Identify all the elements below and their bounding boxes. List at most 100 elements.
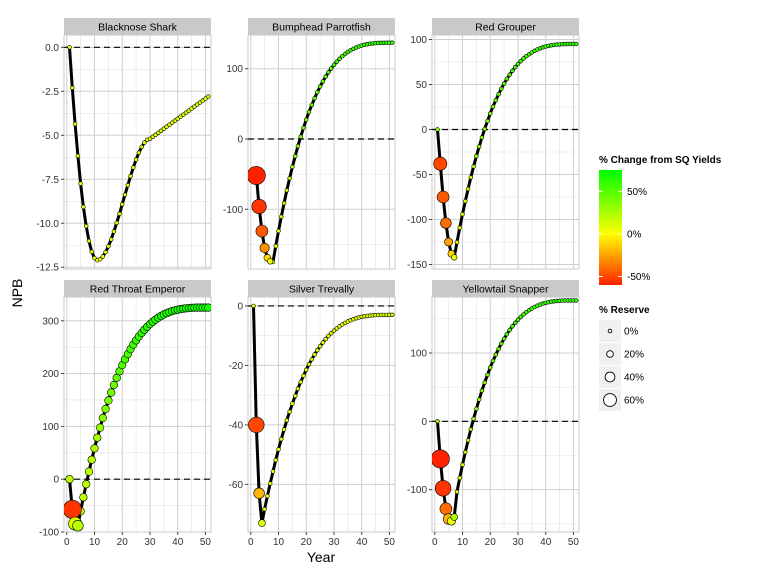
data-point bbox=[507, 327, 512, 333]
panel-red-throat-emperor: Red Throat Emperor 300 200 100 0 -100 0 10 20 30 4… bbox=[39, 280, 212, 548]
data-point bbox=[100, 254, 106, 259]
x-tick-label: 10 bbox=[273, 537, 285, 548]
data-point bbox=[329, 66, 334, 71]
panel-strip bbox=[64, 280, 211, 297]
size-legend-label: 20% bbox=[624, 350, 644, 361]
y-tick-label: 0.0 bbox=[45, 43, 59, 54]
data-point-large bbox=[444, 237, 453, 247]
data-point bbox=[84, 467, 94, 476]
x-axis-label: Year bbox=[307, 549, 336, 565]
data-point bbox=[108, 237, 114, 242]
data-point bbox=[323, 336, 328, 342]
panel-background bbox=[431, 296, 580, 533]
data-point-large bbox=[433, 156, 448, 171]
data-point bbox=[117, 211, 122, 217]
data-point bbox=[89, 249, 94, 254]
data-point bbox=[268, 481, 273, 486]
data-point bbox=[499, 86, 504, 91]
y-tick-label: -100 bbox=[407, 215, 427, 226]
data-point bbox=[136, 150, 142, 155]
panel-bumphead-parrotfish: Bumphead Parrotfish 100 0 -100 bbox=[223, 18, 396, 270]
data-point bbox=[331, 328, 337, 333]
data-point bbox=[479, 135, 485, 140]
x-tick-label: 20 bbox=[117, 537, 129, 548]
data-point bbox=[320, 79, 326, 84]
data-point bbox=[131, 165, 136, 170]
data-point bbox=[315, 89, 320, 95]
y-tick-label: 0 bbox=[237, 135, 243, 146]
data-point bbox=[276, 228, 281, 234]
y-tick-label: -7.5 bbox=[42, 175, 60, 186]
data-point bbox=[265, 493, 270, 499]
y-tick-label: 200 bbox=[42, 369, 59, 380]
data-point bbox=[106, 244, 111, 249]
x-tick-label: 30 bbox=[328, 537, 340, 548]
legend: % Change from SQ Yields 50% 0% -50% % Rese… bbox=[599, 155, 722, 411]
data-point bbox=[312, 96, 317, 101]
data-point bbox=[309, 357, 314, 362]
data-point bbox=[107, 388, 116, 397]
data-point bbox=[79, 493, 88, 502]
data-point bbox=[67, 45, 72, 50]
data-point bbox=[279, 436, 284, 442]
data-point bbox=[304, 367, 309, 372]
data-point bbox=[281, 427, 287, 432]
data-point-large bbox=[258, 519, 266, 527]
data-point-large bbox=[434, 480, 452, 497]
panel-title: Blacknose Shark bbox=[98, 22, 178, 34]
data-point-large bbox=[64, 499, 82, 519]
data-point bbox=[340, 53, 345, 59]
x-tick-label: 30 bbox=[512, 537, 524, 548]
data-point bbox=[206, 94, 211, 99]
data-point-large bbox=[248, 416, 265, 434]
data-point bbox=[496, 91, 501, 97]
y-tick-label: 100 bbox=[410, 35, 427, 46]
data-point bbox=[471, 416, 476, 421]
data-point bbox=[290, 164, 295, 170]
data-point bbox=[78, 181, 83, 186]
data-point bbox=[315, 348, 320, 353]
data-point bbox=[501, 336, 507, 341]
y-tick-label: -100 bbox=[39, 528, 59, 539]
panel-title: Red Grouper bbox=[475, 22, 536, 34]
data-point bbox=[279, 214, 284, 219]
data-point bbox=[465, 438, 471, 443]
data-point bbox=[70, 85, 75, 91]
panel-title: Silver Trevally bbox=[289, 284, 355, 296]
data-point bbox=[493, 352, 498, 357]
y-tick-label: 100 bbox=[226, 64, 243, 75]
data-point bbox=[290, 401, 295, 406]
data-point bbox=[295, 386, 301, 391]
x-tick-label: 40 bbox=[172, 537, 184, 548]
data-point bbox=[326, 70, 331, 75]
panel-strip bbox=[432, 280, 579, 297]
data-point-large bbox=[255, 224, 269, 238]
color-legend-bar bbox=[599, 170, 622, 285]
data-point bbox=[454, 240, 460, 245]
panel-red-grouper: Red Grouper 100 50 0 -50 -100 -150 bbox=[407, 18, 580, 271]
x-tick-label: 20 bbox=[301, 537, 313, 548]
y-tick-label: -20 bbox=[229, 361, 244, 372]
data-point-large bbox=[253, 487, 265, 499]
y-tick-label: -100 bbox=[223, 205, 243, 216]
y-tick-label: -10.0 bbox=[36, 219, 59, 230]
data-point bbox=[317, 84, 323, 89]
size-legend-keys: 0% 20% 40% 60% bbox=[599, 320, 644, 411]
size-legend-label: 0% bbox=[624, 327, 639, 338]
size-legend-label: 40% bbox=[624, 373, 644, 384]
data-point-large bbox=[432, 449, 450, 469]
data-point bbox=[493, 97, 498, 103]
data-point bbox=[501, 81, 507, 86]
data-point bbox=[504, 332, 510, 337]
data-point bbox=[301, 373, 306, 378]
x-tick-label: 30 bbox=[144, 537, 156, 548]
data-point bbox=[485, 372, 490, 377]
y-tick-label: 0 bbox=[421, 417, 427, 428]
data-point bbox=[142, 140, 147, 145]
panel-silver-trevally: Silver Trevally 0 -20 -40 -60 0 10 20 30 40 50 bbox=[229, 280, 396, 548]
data-point bbox=[93, 433, 102, 442]
color-legend-label: 50% bbox=[627, 187, 647, 198]
panel-strip bbox=[248, 280, 395, 297]
y-tick-label: -12.5 bbox=[36, 263, 59, 274]
data-point bbox=[304, 117, 309, 122]
